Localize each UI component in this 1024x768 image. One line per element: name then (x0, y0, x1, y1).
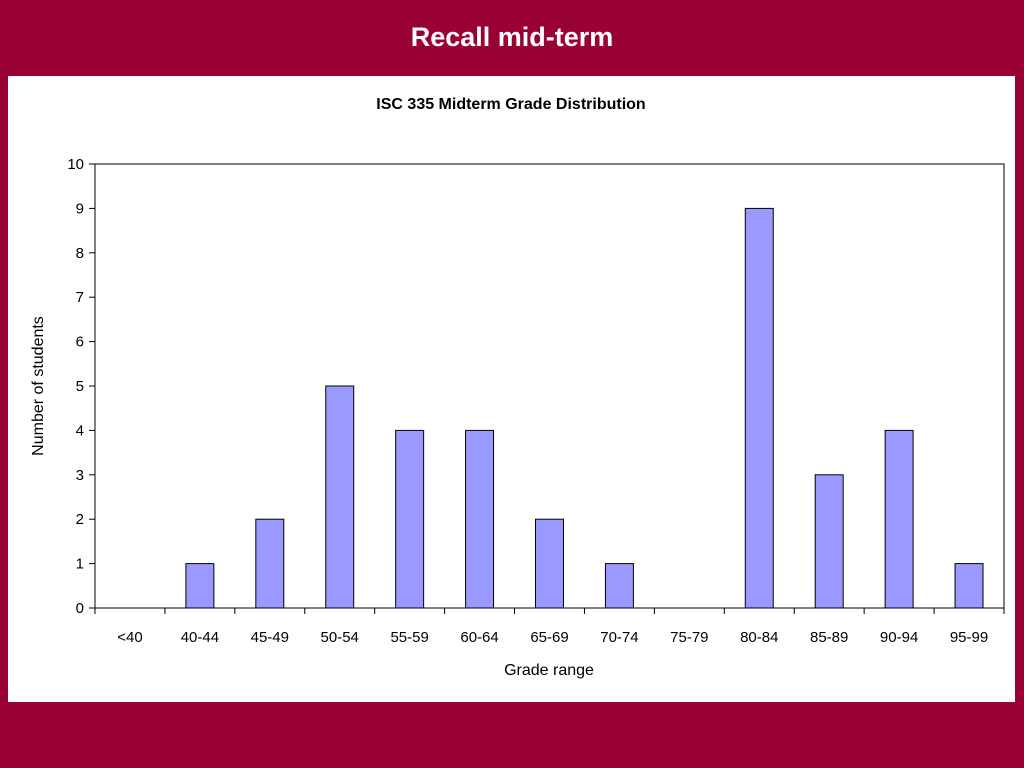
x-tick-label: 65-69 (530, 629, 568, 646)
x-tick-label: 90-94 (880, 629, 918, 646)
bar (185, 563, 215, 609)
bar (325, 385, 355, 609)
bar (604, 563, 634, 609)
y-tick-label: 1 (76, 556, 84, 573)
bar (814, 474, 844, 609)
bar (884, 429, 914, 609)
bar (255, 518, 285, 609)
x-tick-label: 60-64 (460, 629, 498, 646)
x-tick-label: 85-89 (810, 629, 848, 646)
grade-distribution-chart: ISC 335 Midterm Grade Distribution 0 1 2 3 4… (30, 96, 1005, 679)
bar (395, 429, 425, 609)
y-tick-label: 0 (76, 600, 84, 617)
x-tick-label: 40-44 (181, 629, 219, 646)
bar (744, 207, 774, 609)
y-tick-label: 3 (76, 467, 84, 484)
y-tick-label: 8 (76, 245, 84, 262)
x-tick-label: 45-49 (251, 629, 289, 646)
y-tick-label: 7 (76, 289, 84, 306)
bar (954, 563, 984, 609)
bar (465, 429, 495, 609)
x-tick-label: <40 (117, 629, 142, 646)
y-tick-label: 6 (76, 334, 84, 351)
x-tick-label: 50-54 (321, 629, 359, 646)
chart-title: ISC 335 Midterm Grade Distribution (376, 96, 645, 113)
y-tick-label: 9 (76, 200, 84, 217)
x-tick-label: 70-74 (600, 629, 638, 646)
chart-panel: ISC 335 Midterm Grade Distribution 0 1 2 3 4… (8, 76, 1015, 702)
x-tick-label: 75-79 (670, 629, 708, 646)
bar (535, 518, 564, 609)
y-axis-title: Number of students (30, 316, 47, 456)
plot-area: 0 1 2 3 4 5 6 7 8 9 10 <40 40-44 45-49 50-54 55-59 60-64… (67, 156, 1005, 646)
y-tick-label: 4 (76, 422, 84, 439)
x-axis-title: Grade range (504, 662, 594, 679)
x-tick-label: 55-59 (390, 629, 428, 646)
y-tick-label: 10 (67, 156, 84, 173)
slide-title: Recall mid-term (410, 22, 614, 52)
y-tick-label: 5 (76, 378, 84, 395)
x-tick-label: 80-84 (740, 629, 778, 646)
y-tick-label: 2 (76, 511, 84, 528)
x-tick-label: 95-99 (950, 629, 988, 646)
